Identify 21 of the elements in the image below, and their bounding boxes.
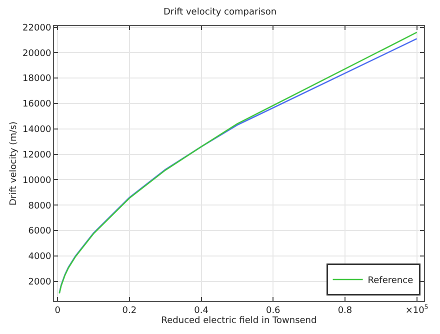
chart-title: Drift velocity comparison (163, 8, 277, 18)
y-tick-label: 22000 (22, 23, 52, 34)
y-tick-label: 18000 (22, 74, 52, 84)
legend-label: Reference (368, 276, 414, 286)
y-tick-label: 8000 (28, 201, 52, 212)
y-tick-label: 2000 (28, 277, 52, 288)
x-tick-label: 0.8 (338, 306, 352, 316)
x-tick-label: 0 (54, 306, 61, 316)
y-tick-label: 10000 (22, 176, 52, 186)
y-tick-label: 16000 (22, 100, 52, 110)
y-tick-label: 20000 (22, 48, 52, 59)
y-tick-label: 6000 (28, 226, 52, 237)
x-axis-title: Reduced electric field in Townsend (161, 316, 317, 326)
y-axis-title: Drift velocity (m/s) (8, 121, 19, 206)
x-tick-label: 0.4 (194, 306, 209, 316)
x-tick-label: 0.2 (122, 306, 137, 316)
y-tick-label: 4000 (28, 252, 52, 262)
x-tick-label: 0.6 (266, 306, 281, 316)
y-tick-label: 14000 (22, 125, 52, 136)
y-tick-label: 12000 (22, 150, 52, 160)
x-tick-label: ×10$^{5}$ (405, 304, 428, 316)
